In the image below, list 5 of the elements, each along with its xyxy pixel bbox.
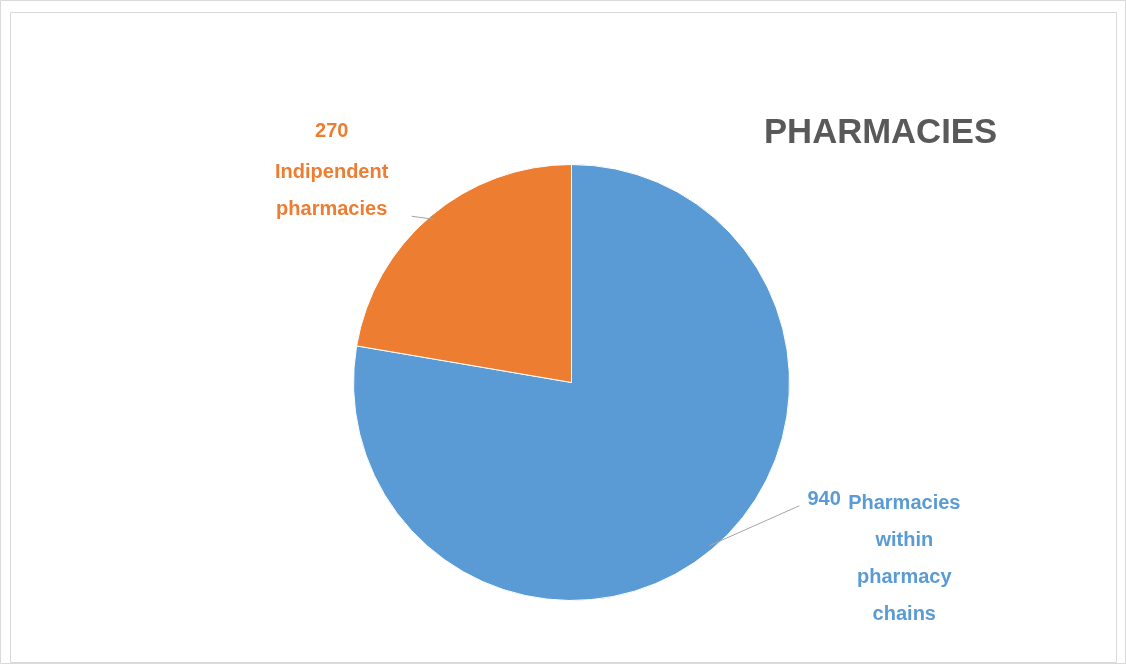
- data-label: 270: [315, 118, 349, 141]
- chart-title: PHARMACIES: [764, 111, 997, 150]
- slice-label: Pharmacies within pharmacy chains: [848, 490, 961, 624]
- data-label: 940: [807, 486, 841, 509]
- slice-label: Indipendent pharmacies: [275, 159, 389, 219]
